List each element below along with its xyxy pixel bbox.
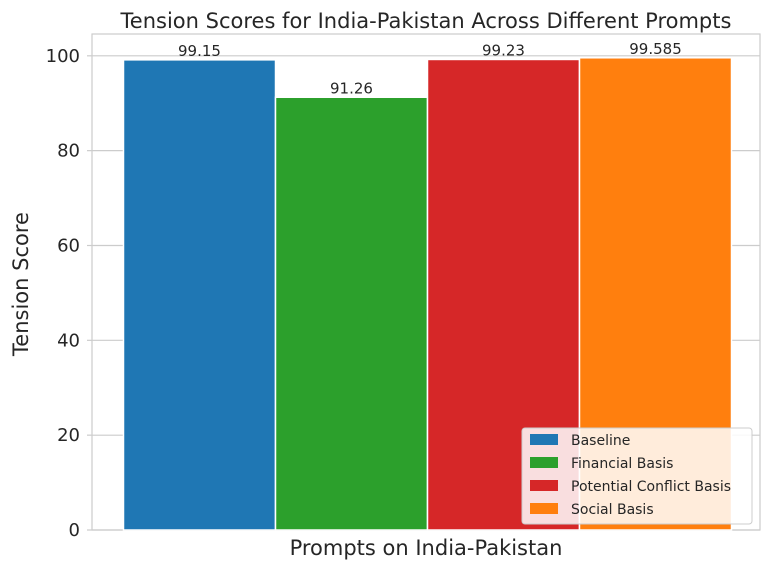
y-tick-label: 0 bbox=[69, 520, 80, 541]
legend-label: Potential Conflict Basis bbox=[571, 479, 731, 495]
bar-2 bbox=[274, 96, 429, 531]
y-tick-label: 80 bbox=[57, 141, 80, 162]
legend-label: Baseline bbox=[571, 433, 630, 449]
legend-label: Social Basis bbox=[571, 502, 654, 518]
legend-swatch bbox=[530, 480, 558, 491]
legend-swatch bbox=[530, 503, 558, 514]
y-tick-label: 60 bbox=[57, 235, 80, 256]
y-tick-label: 40 bbox=[57, 330, 80, 351]
x-axis-title: Prompts on India-Pakistan bbox=[290, 536, 563, 560]
y-tick-label: 100 bbox=[46, 46, 80, 67]
legend: Baseline Financial Basis Potential Conflic… bbox=[521, 427, 753, 525]
chart-title: Tension Scores for India-Pakistan Across… bbox=[120, 9, 732, 33]
data-labels: 99.15 91.26 99.23 99.585 bbox=[178, 40, 682, 97]
data-label: 99.585 bbox=[629, 40, 682, 58]
y-axis-ticks: 0 20 40 60 80 100 bbox=[46, 46, 92, 541]
y-tick-label: 20 bbox=[57, 425, 80, 446]
data-label: 99.23 bbox=[482, 41, 525, 59]
legend-swatch bbox=[530, 434, 558, 445]
legend-frame bbox=[521, 427, 753, 525]
bar-3 bbox=[426, 58, 581, 531]
data-label: 99.15 bbox=[178, 42, 221, 60]
y-axis-title: Tension Score bbox=[9, 212, 33, 357]
data-label: 91.26 bbox=[330, 79, 373, 97]
legend-swatch bbox=[530, 457, 558, 468]
bar-1 bbox=[122, 59, 277, 531]
legend-label: Financial Basis bbox=[571, 456, 673, 472]
